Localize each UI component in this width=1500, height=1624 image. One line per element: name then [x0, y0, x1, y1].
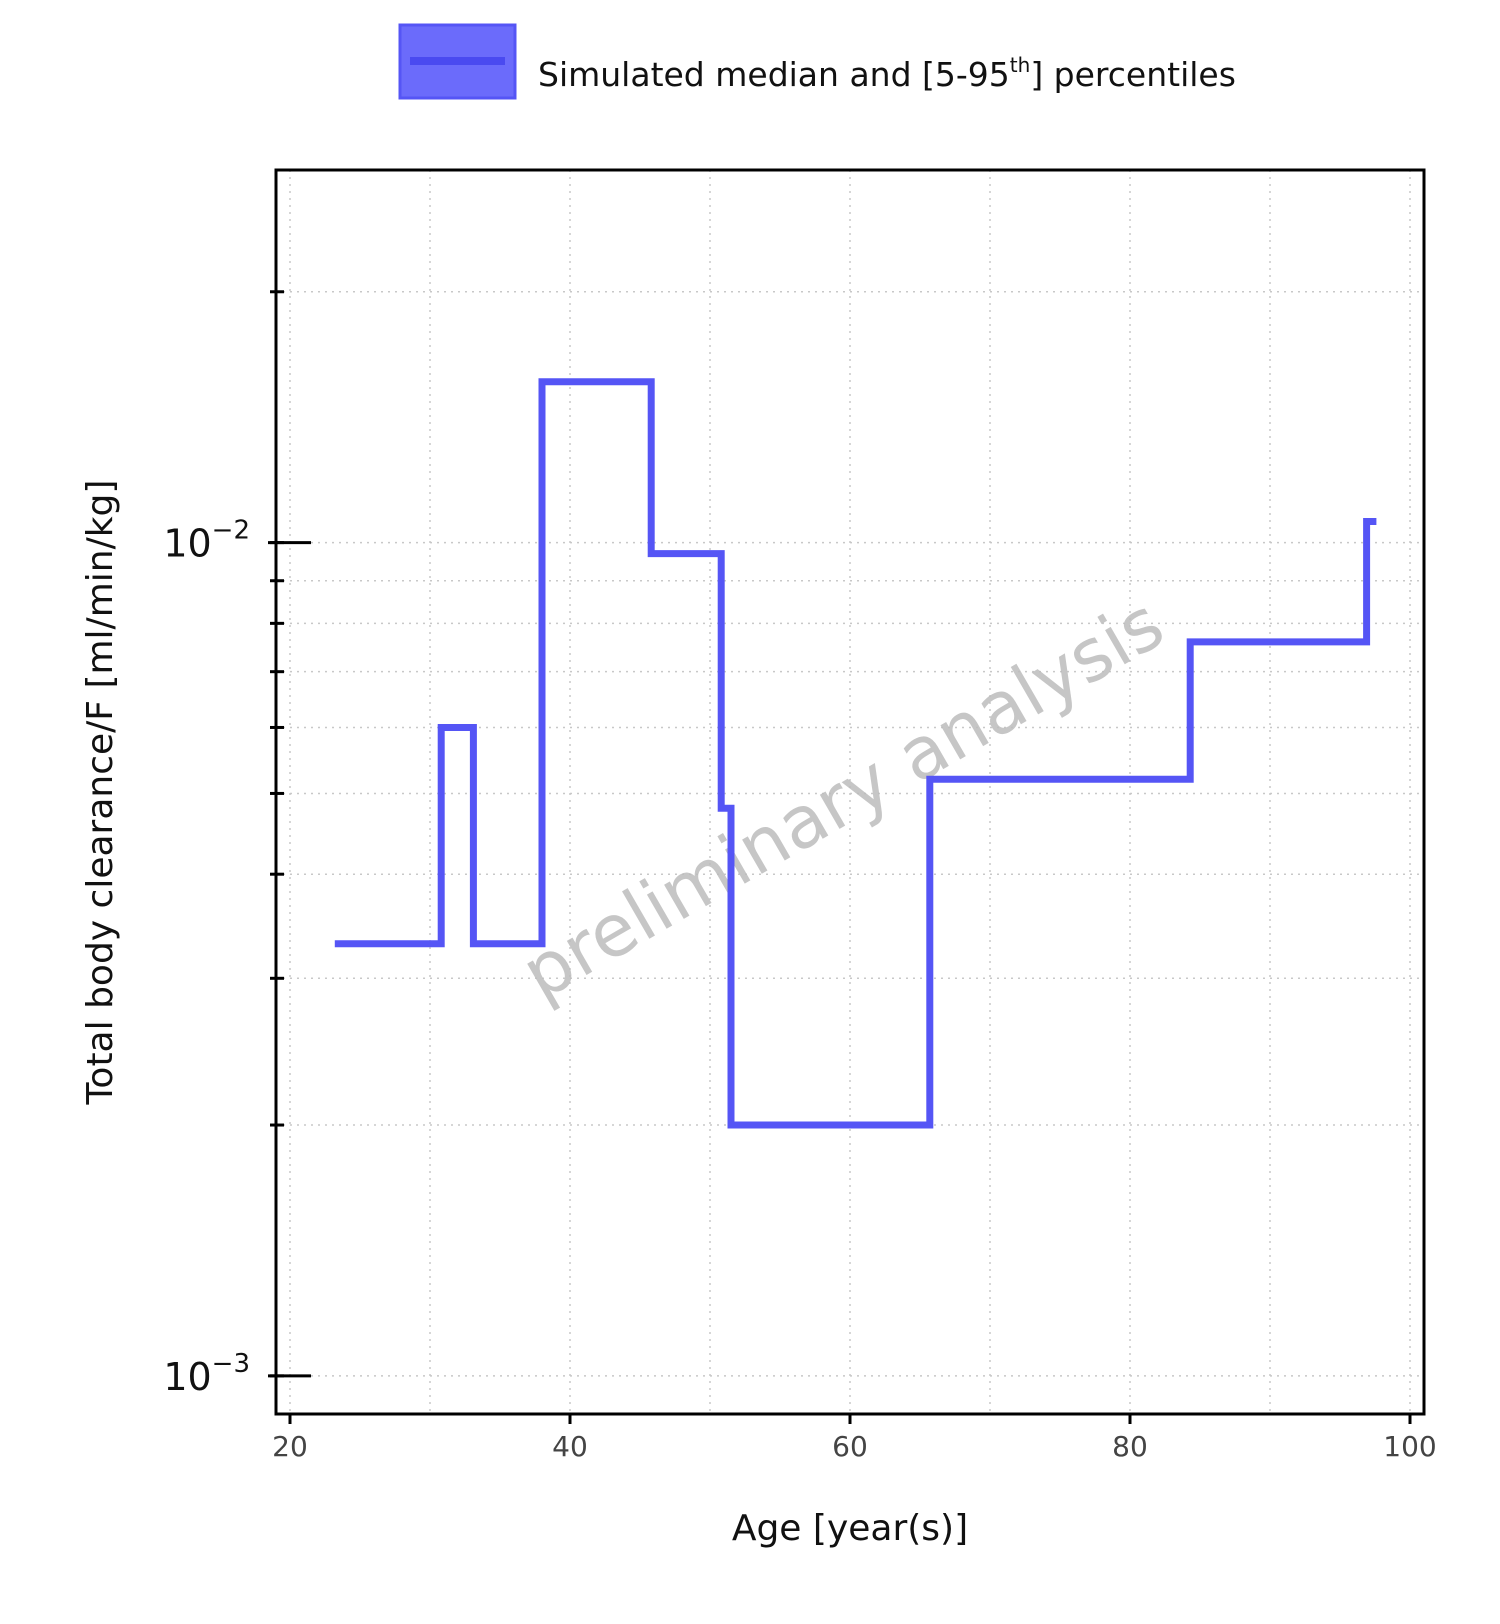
legend-label: Simulated median and [5-95th] percentile…: [538, 53, 1236, 94]
x-tick-label: 40: [552, 1430, 588, 1463]
y-tick-label: 10−2: [163, 516, 250, 566]
series-line: [334, 378, 1377, 1129]
x-tick-label: 60: [832, 1430, 868, 1463]
y-axis: 10−3 10−2: [163, 290, 311, 1399]
legend-label-suffix: ] percentiles: [1030, 55, 1236, 94]
x-axis: 20 40 60 80 100: [272, 1414, 1437, 1463]
legend-label-sup: th: [1010, 53, 1031, 77]
y-axis-title: Total body clearance/F [ml/min/kg]: [80, 480, 121, 1106]
x-tick-label: 100: [1383, 1430, 1436, 1463]
x-axis-title: Age [year(s)]: [732, 1508, 968, 1549]
watermark: preliminary analysis: [508, 581, 1177, 1016]
y-tick-label: 10−3: [163, 1349, 250, 1399]
x-tick-label: 20: [272, 1430, 308, 1463]
x-tick-label: 80: [1112, 1430, 1148, 1463]
legend: Simulated median and [5-95th] percentile…: [398, 23, 1236, 100]
